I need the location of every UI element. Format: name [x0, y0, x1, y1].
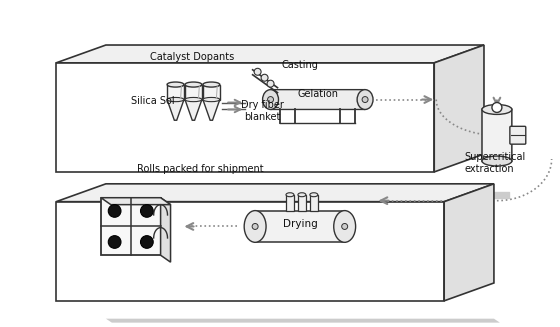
Circle shape [108, 236, 121, 248]
Ellipse shape [286, 193, 294, 197]
Circle shape [252, 223, 258, 230]
Text: Gelation: Gelation [297, 89, 338, 98]
FancyBboxPatch shape [510, 126, 526, 144]
Ellipse shape [263, 90, 278, 110]
Circle shape [362, 96, 368, 103]
Polygon shape [167, 99, 184, 120]
Text: Casting: Casting [282, 60, 319, 70]
Polygon shape [203, 85, 220, 99]
Ellipse shape [334, 211, 356, 242]
Polygon shape [106, 319, 500, 323]
Circle shape [268, 96, 273, 103]
Text: Rolls packed for shipment: Rolls packed for shipment [137, 164, 264, 174]
FancyBboxPatch shape [255, 211, 344, 242]
Ellipse shape [203, 97, 220, 102]
Polygon shape [106, 190, 490, 194]
Polygon shape [161, 198, 171, 262]
Polygon shape [56, 63, 434, 172]
Polygon shape [101, 198, 171, 205]
Ellipse shape [244, 211, 266, 242]
Polygon shape [56, 202, 444, 301]
Text: Catalyst Dopants: Catalyst Dopants [150, 52, 235, 62]
Circle shape [342, 223, 348, 230]
Polygon shape [185, 99, 202, 120]
FancyBboxPatch shape [286, 195, 294, 211]
Text: Silica Sol: Silica Sol [130, 95, 174, 106]
Circle shape [261, 74, 268, 81]
Ellipse shape [167, 97, 184, 102]
Ellipse shape [167, 82, 184, 87]
Polygon shape [56, 45, 484, 63]
Polygon shape [434, 45, 484, 172]
Circle shape [492, 103, 502, 112]
Ellipse shape [482, 105, 512, 114]
Ellipse shape [298, 193, 306, 197]
Text: Supercritical
extraction: Supercritical extraction [464, 152, 525, 174]
Polygon shape [56, 184, 494, 202]
Ellipse shape [185, 97, 202, 102]
FancyBboxPatch shape [310, 195, 318, 211]
Circle shape [254, 68, 261, 75]
Text: Dry fiber
blanket: Dry fiber blanket [241, 100, 283, 122]
FancyBboxPatch shape [298, 195, 306, 211]
Circle shape [141, 236, 153, 248]
Ellipse shape [185, 82, 202, 87]
FancyBboxPatch shape [101, 198, 161, 255]
Circle shape [108, 205, 121, 217]
Ellipse shape [482, 156, 512, 166]
Polygon shape [203, 99, 220, 120]
Circle shape [267, 80, 274, 87]
Polygon shape [185, 85, 202, 99]
Text: Drying: Drying [283, 219, 318, 230]
Ellipse shape [357, 90, 373, 110]
FancyBboxPatch shape [482, 109, 512, 162]
FancyBboxPatch shape [270, 90, 365, 110]
Ellipse shape [310, 193, 318, 197]
Polygon shape [444, 184, 494, 301]
Ellipse shape [203, 82, 220, 87]
Circle shape [141, 205, 153, 217]
Polygon shape [167, 85, 184, 99]
